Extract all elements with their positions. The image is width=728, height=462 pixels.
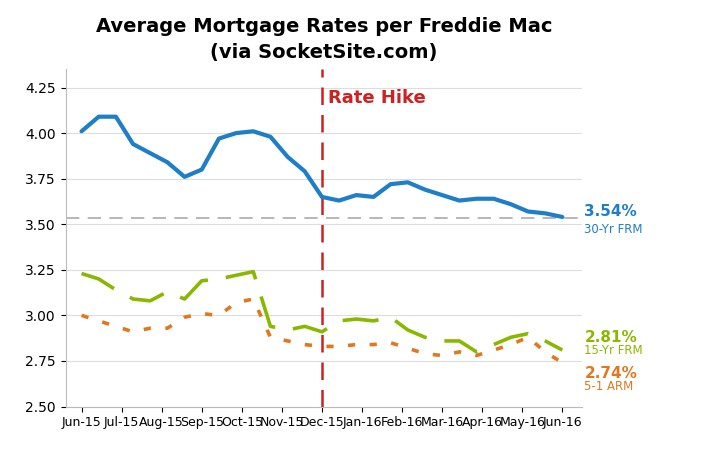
Text: Rate Hike: Rate Hike (328, 90, 426, 108)
Text: 2.74%: 2.74% (585, 366, 637, 381)
Text: 3.54%: 3.54% (585, 204, 637, 219)
Text: 15-Yr FRM: 15-Yr FRM (585, 344, 643, 357)
Title: Average Mortgage Rates per Freddie Mac
(via SocketSite.com): Average Mortgage Rates per Freddie Mac (… (95, 17, 553, 62)
Text: 5-1 ARM: 5-1 ARM (585, 380, 633, 393)
Text: 30-Yr FRM: 30-Yr FRM (585, 223, 643, 236)
Text: 2.81%: 2.81% (585, 330, 637, 345)
